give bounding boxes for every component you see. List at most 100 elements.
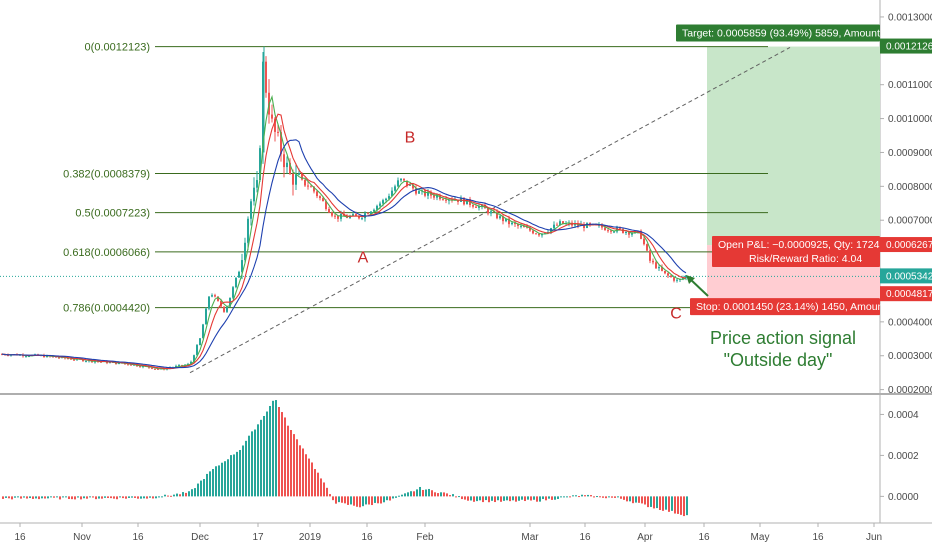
price-tick-label: 0.0007000 (888, 216, 932, 227)
oscillator-bar (104, 496, 106, 498)
candle-body (475, 206, 477, 208)
oscillator-bar (218, 465, 220, 497)
oscillator-bar (41, 496, 43, 499)
candle-body (670, 275, 672, 278)
candle-body (427, 191, 429, 196)
oscillator-bar (476, 496, 478, 502)
oscillator-bar (326, 487, 328, 497)
candle-body (625, 231, 627, 234)
candle-body (196, 345, 198, 356)
oscillator-bar (617, 496, 619, 498)
oscillator-bar (86, 496, 88, 499)
price-tag-label: 0.0005342 (886, 271, 932, 282)
oscillator-bar (467, 496, 469, 501)
price-tick-label: 0.0004000 (888, 317, 932, 328)
candle-body (445, 199, 447, 201)
oscillator-bar (683, 496, 685, 517)
candle-body (223, 306, 225, 312)
oscillator-bar (671, 496, 673, 511)
price-tag-box (880, 286, 932, 302)
candle-body (664, 270, 666, 274)
oscillator-bar (275, 400, 277, 497)
pnl-label: Open P&L: −0.0000925, Qty: 17241 (718, 239, 885, 251)
candle-body (247, 218, 249, 243)
price-tick-label: 0.0011000 (888, 80, 932, 91)
candle-body (433, 195, 435, 198)
candle-body (244, 242, 246, 261)
oscillator-bar (338, 496, 340, 503)
oscillator-bar (230, 455, 232, 497)
candle-body (466, 199, 468, 205)
time-tick-label: 2019 (299, 532, 322, 543)
candle-body (286, 162, 288, 168)
oscillator-bar (161, 496, 163, 498)
candle-body (301, 173, 303, 180)
candle-body (349, 216, 351, 218)
candle-body (304, 179, 306, 186)
candle-body (640, 230, 642, 239)
oscillator-bar (506, 496, 508, 501)
oscillator-bar (377, 496, 379, 504)
price-tick-label: 0.0009000 (888, 148, 932, 159)
oscillator-bar (434, 492, 436, 497)
candle-body (583, 224, 585, 228)
oscillator-bar (383, 496, 385, 503)
oscillator-bar (413, 491, 415, 497)
oscillator-bar (644, 496, 646, 505)
fib-label: 0.618(0.0006066) (63, 247, 150, 259)
oscillator-bar (548, 496, 550, 499)
oscillator-bar (464, 496, 466, 500)
time-tick-label: 16 (14, 532, 26, 543)
oscillator-bar (437, 493, 439, 497)
candle-body (277, 131, 279, 133)
oscillator-bar (197, 483, 199, 497)
oscillator-bar (53, 496, 55, 498)
oscillator-bar (572, 495, 574, 497)
oscillator-bar (563, 496, 565, 498)
candle-body (331, 212, 333, 216)
candle-body (655, 262, 657, 269)
oscillator-bar (578, 496, 580, 498)
oscillator-bar (257, 424, 259, 497)
oscillator-bar (209, 471, 211, 497)
oscillator-bar (269, 405, 271, 497)
oscillator-bar (599, 496, 601, 498)
oscillator-bar (350, 496, 352, 505)
candle-body (355, 214, 357, 216)
oscillator-bar (359, 496, 361, 508)
time-tick-label: Jun (866, 532, 882, 543)
oscillator-bar (416, 489, 418, 497)
oscillator-bar (401, 494, 403, 497)
oscillator-bar (440, 492, 442, 497)
oscillator-bar (368, 496, 370, 505)
oscillator-bar (632, 496, 634, 504)
price-tag-box (880, 38, 932, 54)
moving-average-line (1, 94, 687, 370)
candle-body (514, 222, 516, 225)
fib-label: 0.382(0.0008379) (63, 168, 150, 180)
oscillator-bar (8, 496, 10, 499)
oscillator-bar (455, 496, 457, 498)
candle-body (271, 114, 273, 119)
candle-body (199, 338, 201, 346)
oscillator-bar (551, 496, 553, 500)
candle-body (43, 355, 45, 358)
candle-body (499, 216, 501, 219)
oscillator-bar (560, 496, 562, 498)
ratio-label: Risk/Reward Ratio: 4.04 (749, 253, 862, 265)
oscillator-bar (242, 445, 244, 497)
oscillator-bar (389, 496, 391, 501)
candle-body (151, 367, 153, 369)
oscillator-bar (254, 429, 256, 497)
candle-body (436, 195, 438, 198)
candle-body (400, 178, 402, 181)
candle-body (529, 227, 531, 231)
oscillator-bar (194, 488, 196, 497)
oscillator-bar (461, 496, 463, 500)
oscillator-bar (185, 492, 187, 497)
candle-body (202, 324, 204, 339)
stop-label: Stop: 0.0001450 (23.14%) 1450, Amount (696, 301, 886, 313)
oscillator-bar (212, 468, 214, 497)
candle-body (409, 184, 411, 186)
candle-body (307, 185, 309, 187)
